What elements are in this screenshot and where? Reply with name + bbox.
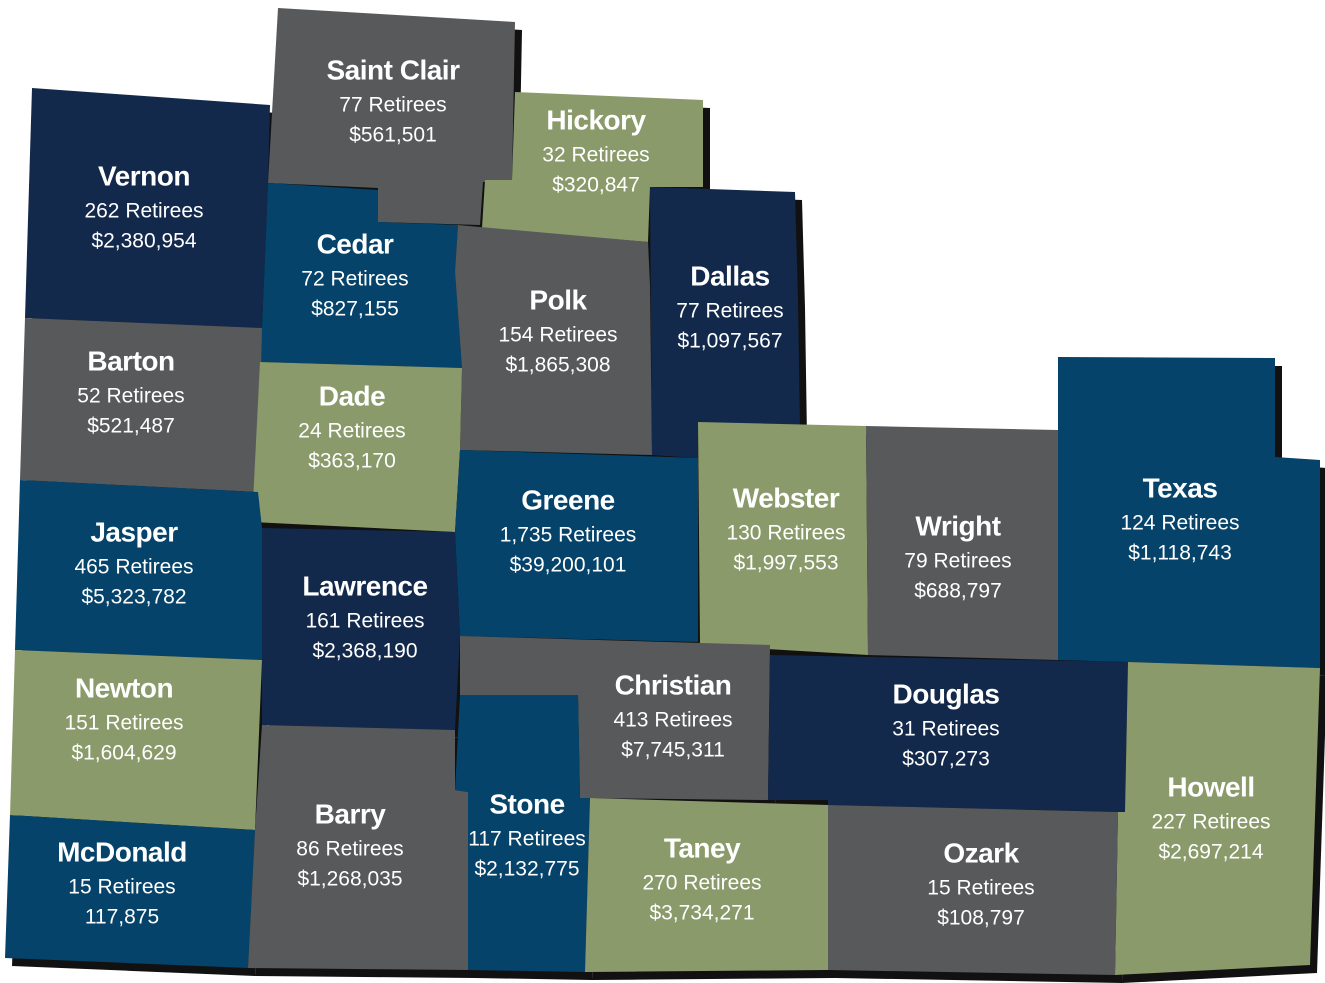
county-name: Texas [1143, 472, 1218, 503]
county-retirees: 161 Retirees [305, 610, 424, 633]
county-shape [866, 426, 1058, 660]
county-amount: $307,273 [902, 748, 990, 771]
county-name: Vernon [98, 160, 190, 191]
county-name: Barton [87, 345, 174, 376]
county-name: Christian [615, 669, 732, 700]
county-name: Dade [319, 380, 385, 411]
county-retirees: 1,735 Retirees [500, 524, 637, 547]
county-retirees: 86 Retirees [296, 838, 403, 861]
county-retirees: 15 Retirees [927, 877, 1034, 900]
county-amount: $5,323,782 [81, 586, 186, 609]
county-name: Newton [75, 672, 173, 703]
county-labels: Saint Clair 77 Retirees $561,501 Vernon 262 … [57, 54, 1270, 929]
county-amount: $1,268,035 [297, 868, 402, 891]
county-retirees: 270 Retirees [642, 872, 761, 895]
county-name: Jasper [90, 516, 178, 547]
county-retirees: 117 Retirees [468, 828, 586, 851]
county-name: Douglas [893, 678, 1000, 709]
county-amount: $827,155 [311, 298, 399, 321]
county-retirees: 154 Retirees [498, 324, 617, 347]
county-retirees: 52 Retirees [77, 385, 184, 408]
county-amount: $1,865,308 [505, 354, 610, 377]
county-shape [20, 318, 262, 492]
county-amount: $561,501 [349, 124, 437, 147]
county-amount: $7,745,311 [621, 739, 725, 762]
county-name: Polk [529, 284, 587, 315]
county-retirees: 124 Retirees [1120, 512, 1239, 535]
county-shape [482, 92, 703, 242]
county-name: Cedar [317, 228, 394, 259]
county-retirees: 31 Retirees [892, 718, 999, 741]
county-shape [1115, 662, 1320, 975]
county-name: Howell [1167, 771, 1254, 802]
county-amount: $39,200,101 [510, 554, 627, 577]
county-amount: $2,697,214 [1158, 841, 1263, 864]
county-name: Barry [315, 798, 387, 829]
county-shape [248, 725, 468, 970]
county-amount: $1,997,553 [733, 552, 838, 575]
county-shapes [5, 8, 1320, 975]
county-name: Ozark [943, 837, 1019, 868]
county-shape [698, 422, 868, 655]
county-amount: $2,380,954 [91, 230, 196, 253]
county-shape [1058, 357, 1320, 668]
county-shape [5, 815, 255, 968]
county-shape [650, 187, 800, 458]
county-retirees: 465 Retirees [74, 556, 193, 579]
county-shape [262, 528, 460, 730]
county-retirees: 79 Retirees [904, 550, 1011, 573]
county-amount: $2,368,190 [312, 640, 417, 663]
county-shape [585, 798, 828, 972]
county-amount: $1,118,743 [1128, 542, 1232, 565]
county-name: Taney [664, 832, 741, 863]
county-retirees: 77 Retirees [676, 300, 783, 323]
county-retirees: 32 Retirees [542, 144, 649, 167]
county-name: Greene [521, 484, 615, 515]
county-retirees: 130 Retirees [726, 522, 845, 545]
county-name: McDonald [57, 836, 187, 867]
county-retirees: 151 Retirees [64, 712, 183, 735]
county-shape [260, 183, 462, 368]
county-name: Webster [733, 482, 840, 513]
county-retirees: 227 Retirees [1151, 811, 1270, 834]
county-amount: $320,847 [552, 174, 640, 197]
county-retirees: 24 Retirees [298, 420, 405, 443]
county-retirees: 413 Retirees [613, 709, 732, 732]
county-amount: $2,132,775 [474, 858, 579, 881]
county-amount: $108,797 [937, 907, 1025, 930]
county-amount: 117,875 [85, 906, 159, 929]
county-retirees: 72 Retirees [301, 268, 408, 291]
county-name: Dallas [690, 260, 770, 291]
county-shape [252, 362, 462, 532]
county-name: Hickory [546, 104, 646, 135]
county-shape [460, 636, 770, 800]
county-shape [10, 650, 262, 830]
county-shape [828, 805, 1118, 975]
county-amount: $688,797 [914, 580, 1002, 603]
county-amount: $1,097,567 [677, 330, 782, 353]
county-name: Lawrence [302, 570, 427, 601]
county-amount: $1,604,629 [71, 742, 176, 765]
county-shape [455, 450, 698, 642]
county-amount: $3,734,271 [649, 902, 754, 925]
county-name: Saint Clair [327, 54, 461, 85]
county-amount: $521,487 [87, 415, 175, 438]
county-name: Wright [915, 510, 1000, 541]
county-amount: $363,170 [308, 450, 396, 473]
county-shape [268, 8, 515, 225]
county-shape [768, 655, 1128, 812]
county-retirees: 15 Retirees [68, 876, 175, 899]
county-shape [15, 480, 262, 660]
county-shape [455, 695, 590, 972]
county-shape [455, 225, 652, 455]
county-shape [25, 88, 270, 328]
county-name: Stone [489, 788, 564, 819]
county-retirees: 262 Retirees [84, 200, 203, 223]
county-retirees: 77 Retirees [339, 94, 446, 117]
